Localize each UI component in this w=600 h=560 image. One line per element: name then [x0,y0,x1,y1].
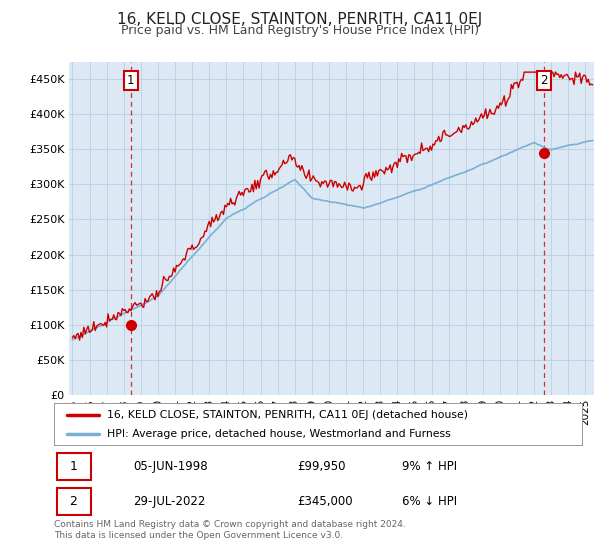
Text: 16, KELD CLOSE, STAINTON, PENRITH, CA11 0EJ: 16, KELD CLOSE, STAINTON, PENRITH, CA11 … [118,12,482,27]
FancyBboxPatch shape [56,454,91,480]
Text: 6% ↓ HPI: 6% ↓ HPI [403,495,458,508]
FancyBboxPatch shape [56,488,91,515]
Text: £345,000: £345,000 [297,495,353,508]
Text: 16, KELD CLOSE, STAINTON, PENRITH, CA11 0EJ (detached house): 16, KELD CLOSE, STAINTON, PENRITH, CA11 … [107,409,468,419]
Text: Price paid vs. HM Land Registry's House Price Index (HPI): Price paid vs. HM Land Registry's House … [121,24,479,36]
Text: 29-JUL-2022: 29-JUL-2022 [133,495,206,508]
Text: 1: 1 [127,74,134,87]
Text: £99,950: £99,950 [297,460,346,473]
Text: 1: 1 [70,460,77,473]
Text: Contains HM Land Registry data © Crown copyright and database right 2024.
This d: Contains HM Land Registry data © Crown c… [54,520,406,540]
Text: 9% ↑ HPI: 9% ↑ HPI [403,460,458,473]
Text: 2: 2 [540,74,548,87]
Text: 2: 2 [70,495,77,508]
Text: HPI: Average price, detached house, Westmorland and Furness: HPI: Average price, detached house, West… [107,429,451,439]
Text: 05-JUN-1998: 05-JUN-1998 [133,460,208,473]
